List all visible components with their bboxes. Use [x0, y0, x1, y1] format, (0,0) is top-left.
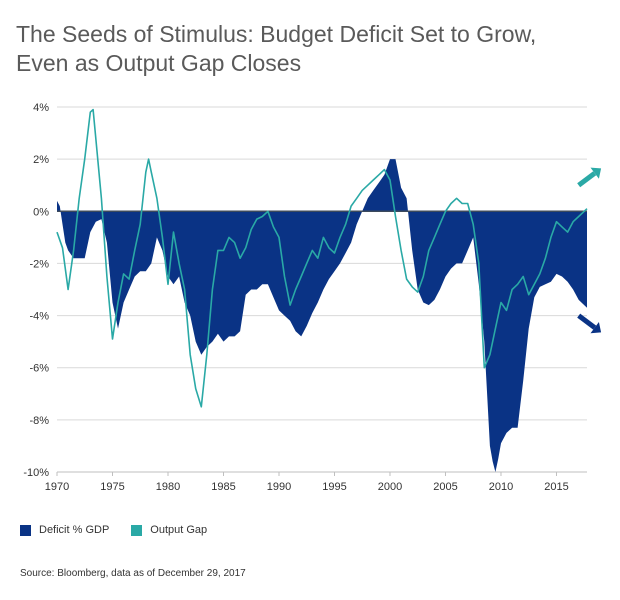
legend-item-deficit: Deficit % GDP [20, 524, 109, 536]
legend: Deficit % GDP Output Gap [20, 524, 229, 536]
up-arrow-icon [577, 171, 597, 188]
legend-label-deficit: Deficit % GDP [39, 524, 110, 536]
down-arrow-icon [577, 313, 597, 330]
x-tick-label: 2010 [489, 481, 513, 493]
chart-area: 4% 2% 0% -2% -4% -6% -8% -10% 1970 1975 1980 1985 19… [23, 102, 602, 493]
y-tick-label: -8% [29, 415, 49, 427]
chart-title-line-2: Even as Output Gap Closes [16, 50, 302, 76]
legend-swatch-output-gap [131, 524, 143, 536]
x-tick-label: 1980 [156, 481, 180, 493]
x-tick-label: 2015 [544, 481, 568, 493]
x-tick-label: 1985 [211, 481, 235, 493]
chart-title-line-1: The Seeds of Stimulus: Budget Deficit Se… [16, 21, 537, 47]
output-gap-line [56, 108, 588, 408]
y-tick-label: -2% [29, 258, 49, 270]
x-tick-label: 1970 [45, 481, 69, 493]
legend-swatch-deficit [20, 524, 31, 536]
y-tick-label: 4% [33, 102, 49, 114]
up-arrow-icon-head [590, 167, 602, 179]
source-note: Source: Bloomberg, data as of December 2… [20, 568, 246, 579]
y-tick-label: -6% [29, 363, 49, 375]
y-tick-label: -10% [23, 467, 49, 479]
deficit-area [57, 159, 587, 472]
y-tick-label: 2% [33, 154, 49, 166]
x-tick-label: 1975 [100, 481, 124, 493]
y-tick-label: -4% [29, 311, 49, 323]
x-tick-label: 2005 [433, 481, 457, 493]
legend-label-output-gap: Output Gap [150, 524, 208, 536]
x-tick-label: 1995 [322, 481, 346, 493]
x-tick-label: 1990 [267, 481, 291, 493]
down-arrow-icon-head [590, 322, 602, 334]
chart-title: The Seeds of Stimulus: Budget Deficit Se… [16, 20, 606, 78]
y-tick-label: 0% [33, 206, 49, 218]
legend-item-output-gap: Output Gap [131, 524, 207, 536]
x-tick-label: 2000 [378, 481, 402, 493]
